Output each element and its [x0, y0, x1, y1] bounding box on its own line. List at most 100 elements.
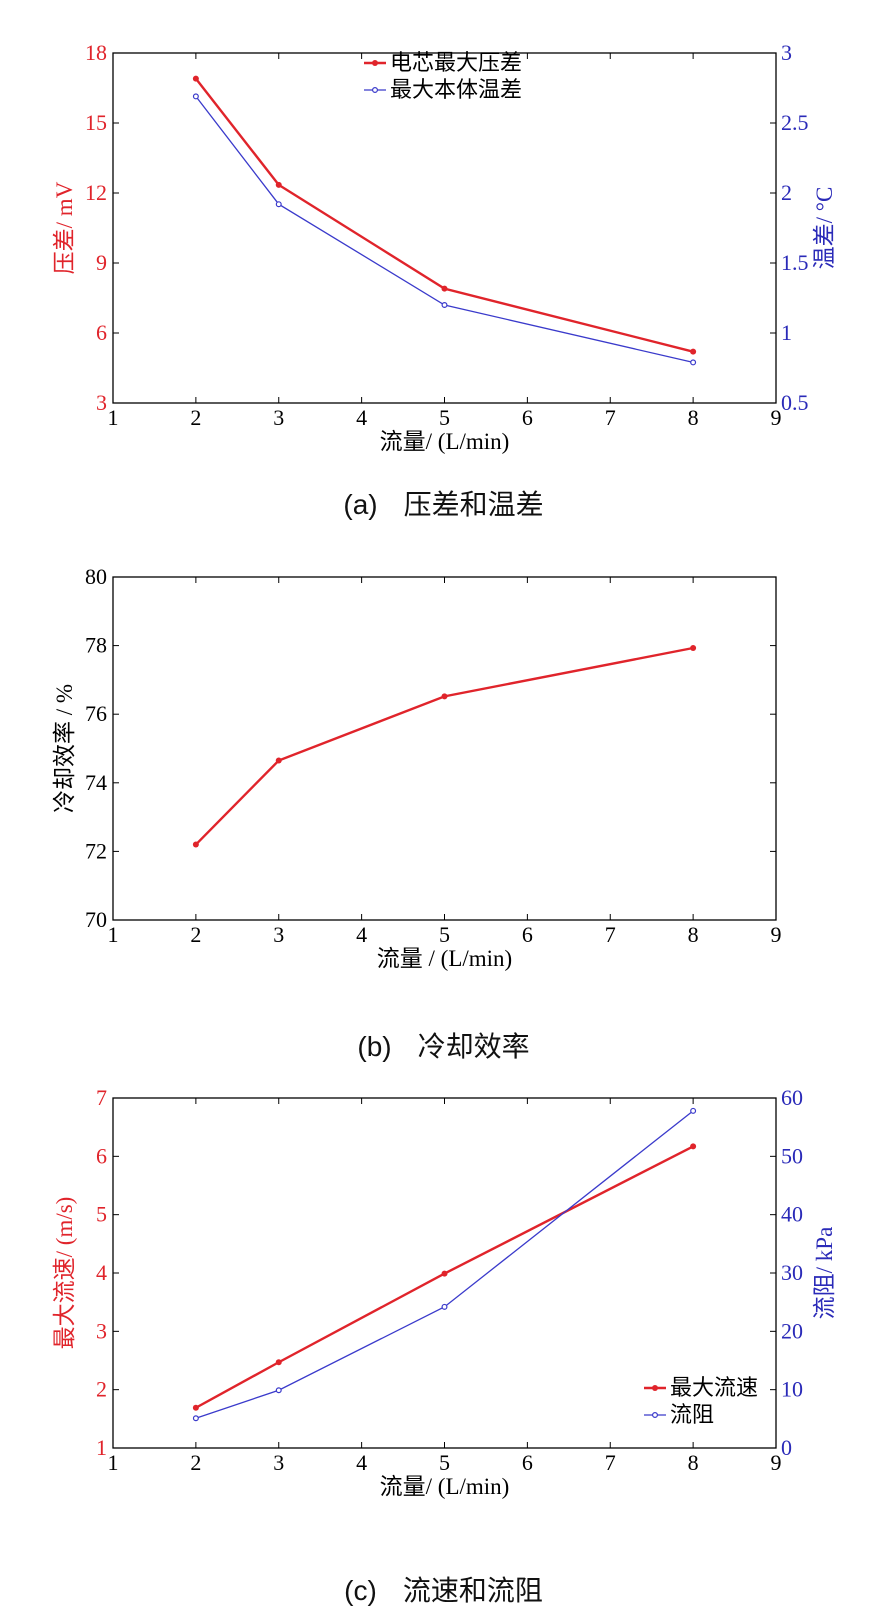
- chart-a-series-1-point: [192, 75, 199, 82]
- chart-b-x-tick-label: 5: [439, 922, 450, 947]
- chart-b-y-tick-label: 74: [85, 770, 107, 795]
- chart-c-legend-marker: [652, 1385, 658, 1391]
- chart-c-y2-tick-label: 0: [781, 1435, 792, 1460]
- chart-b-x-tick-label: 1: [108, 922, 119, 947]
- chart-c-y2-tick-label: 30: [781, 1260, 803, 1285]
- chart-a-legend-marker: [372, 86, 379, 93]
- chart-b-y-tick-label: 72: [85, 838, 107, 863]
- chart-b-x-tick-label: 2: [190, 922, 201, 947]
- caption-c: (c) 流速和流阻: [0, 1569, 887, 1609]
- chart-a-legend-label: 电芯最大压差: [390, 50, 522, 75]
- chart-c-legend-marker: [651, 1412, 658, 1419]
- chart-b-series-1-line: [195, 646, 694, 846]
- chart-a-x-tick-label: 2: [190, 405, 201, 430]
- chart-a-series-1-point: [690, 348, 697, 355]
- caption-a-letter: (a): [343, 489, 378, 520]
- chart-a-legend-marker: [372, 60, 378, 66]
- chart-b-x-tick-label: 7: [605, 922, 616, 947]
- chart-c-y2-axis-label: 流阻/ kPa: [812, 1227, 837, 1320]
- chart-b-x-tick-label: 6: [522, 922, 533, 947]
- chart-c-series-2-point: [275, 1387, 282, 1394]
- chart-c-series-2-line: [195, 1110, 694, 1419]
- chart-b-series-1-point: [690, 645, 697, 652]
- chart-c-y-tick-label: 6: [96, 1143, 107, 1168]
- chart-a-legend-label: 最大本体温差: [390, 77, 522, 102]
- chart-c-y2-tick-label: 60: [781, 1085, 803, 1110]
- chart-c-x-tick-label: 8: [688, 1450, 699, 1475]
- chart-a-x-tick-label: 9: [771, 405, 782, 430]
- chart-c-velocity-resistance: 1 2 3 4 5 6 7 8 9 1 2 3 4 5 6 7 0 10 20 30 40 50 60 流量/ (L/min)…: [52, 1085, 837, 1499]
- chart-c-y-tick-label: 7: [96, 1085, 107, 1110]
- chart-a-series-1-line: [194, 77, 694, 353]
- chart-a-series-2-point: [192, 93, 199, 100]
- chart-b-plot-frame: [112, 576, 777, 921]
- chart-b-series-1-point: [441, 693, 448, 700]
- chart-a-y2-tick-label: 0.5: [781, 390, 809, 415]
- chart-b-x-tick-label: 4: [356, 922, 367, 947]
- chart-a-series-1-point: [275, 181, 282, 188]
- chart-c-x-tick-label: 7: [605, 1450, 616, 1475]
- chart-c-y2-tick-label: 50: [781, 1143, 803, 1168]
- chart-a-x-tick-label: 7: [605, 405, 616, 430]
- chart-a-y-tick-label: 6: [96, 320, 107, 345]
- chart-c-legend-label: 流阻: [670, 1402, 714, 1427]
- chart-c-series-1-line: [195, 1145, 694, 1409]
- chart-c-series-1-point: [690, 1143, 697, 1150]
- chart-a-y2-tick-label: 2: [781, 180, 792, 205]
- chart-a-x-tick-label: 1: [108, 405, 119, 430]
- chart-c-y-tick-label: 2: [96, 1377, 107, 1402]
- chart-a-y2-tick-label: 1: [781, 320, 792, 345]
- chart-c-series-1-point: [275, 1359, 282, 1366]
- chart-c-x-tick-label: 1: [108, 1450, 119, 1475]
- chart-b-x-tick-label: 9: [771, 922, 782, 947]
- chart-a-y-axis-label: 压差/ mV: [52, 181, 77, 274]
- caption-c-letter: (c): [344, 1575, 377, 1606]
- chart-c-series-2-point: [441, 1303, 448, 1310]
- chart-c-x-tick-label: 5: [439, 1450, 450, 1475]
- caption-a-text: 压差和温差: [403, 489, 544, 520]
- chart-b-y-tick-label: 76: [85, 701, 107, 726]
- chart-a-x-tick-label: 4: [356, 405, 367, 430]
- chart-c-y-tick-label: 1: [96, 1435, 107, 1460]
- chart-c-x-tick-label: 9: [771, 1450, 782, 1475]
- chart-b-x-axis-label: 流量 / (L/min): [377, 946, 512, 971]
- chart-b-series-1-point: [275, 757, 282, 764]
- chart-c-legend-label: 最大流速: [670, 1375, 758, 1400]
- caption-c-text: 流速和流阻: [402, 1575, 543, 1606]
- chart-a-y2-tick-label: 2.5: [781, 110, 809, 135]
- chart-a-series-1-point: [441, 285, 448, 292]
- chart-c-y2-tick-label: 10: [781, 1377, 803, 1402]
- chart-a-y-tick-label: 12: [85, 180, 107, 205]
- chart-c-x-axis-label: 流量/ (L/min): [380, 1474, 510, 1499]
- chart-a-x-tick-label: 5: [439, 405, 450, 430]
- chart-a-x-tick-label: 3: [273, 405, 284, 430]
- chart-b-series-1-point: [192, 841, 199, 848]
- chart-b-y-tick-label: 80: [85, 564, 107, 589]
- chart-a-series-2-line: [195, 96, 694, 364]
- chart-b-x-tick-label: 8: [688, 922, 699, 947]
- chart-a-series-2-point: [275, 201, 282, 208]
- chart-b-y-tick-label: 70: [85, 907, 107, 932]
- chart-c-x-tick-label: 3: [273, 1450, 284, 1475]
- chart-a-series-2-point: [441, 302, 448, 309]
- chart-a-y2-tick-label: 1.5: [781, 250, 809, 275]
- chart-c-y2-tick-label: 20: [781, 1318, 803, 1343]
- chart-c-x-tick-label: 2: [190, 1450, 201, 1475]
- chart-c-y-tick-label: 5: [96, 1202, 107, 1227]
- chart-a-x-tick-label: 6: [522, 405, 533, 430]
- chart-a-y-tick-label: 18: [85, 40, 107, 65]
- chart-a-plot-frame: [112, 52, 777, 404]
- chart-c-series-2-point: [690, 1107, 697, 1114]
- chart-c-series-2-point: [192, 1415, 199, 1422]
- chart-b-y-tick-label: 78: [85, 633, 107, 658]
- caption-b-letter: (b): [357, 1031, 392, 1062]
- chart-c-series-1-point: [192, 1404, 199, 1411]
- chart-b-x-tick-label: 3: [273, 922, 284, 947]
- chart-c-y2-tick-label: 40: [781, 1202, 803, 1227]
- caption-a: (a) 压差和温差: [0, 483, 887, 523]
- chart-a-series-2-point: [690, 359, 697, 366]
- chart-c-y-axis-label: 最大流速/ (m/s): [52, 1197, 77, 1350]
